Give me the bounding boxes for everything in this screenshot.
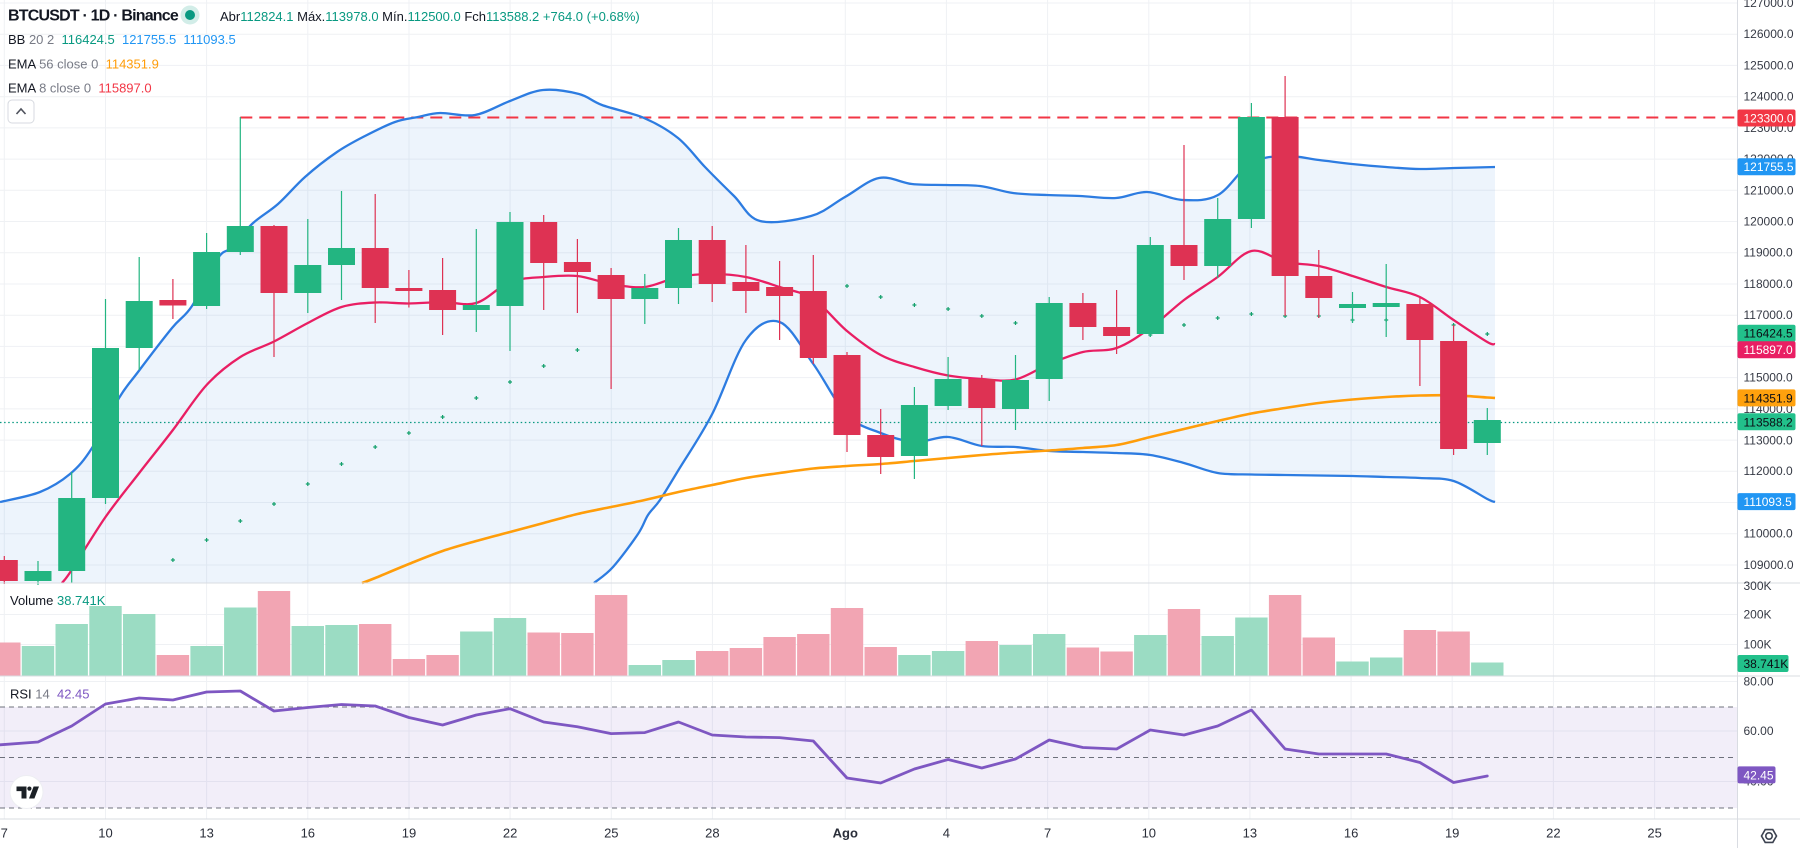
svg-text:120000.0: 120000.0 xyxy=(1744,215,1794,229)
svg-text:121755.5: 121755.5 xyxy=(1744,160,1794,174)
svg-text:121000.0: 121000.0 xyxy=(1744,183,1794,197)
svg-text:123300.0: 123300.0 xyxy=(1744,112,1794,126)
svg-text:25: 25 xyxy=(1647,826,1661,841)
svg-text:28: 28 xyxy=(705,826,719,841)
svg-text:13: 13 xyxy=(199,826,213,841)
svg-text:119000.0: 119000.0 xyxy=(1744,246,1793,260)
svg-text:100K: 100K xyxy=(1744,638,1772,652)
svg-text:112000.0: 112000.0 xyxy=(1744,464,1793,478)
svg-text:13: 13 xyxy=(1243,826,1257,841)
svg-text:25: 25 xyxy=(604,826,618,841)
svg-text:42.45: 42.45 xyxy=(1744,768,1774,782)
svg-text:127000.0: 127000.0 xyxy=(1744,0,1794,10)
svg-text:126000.0: 126000.0 xyxy=(1744,27,1794,41)
svg-text:7: 7 xyxy=(1,826,8,841)
svg-text:7: 7 xyxy=(1044,826,1051,841)
svg-text:60.00: 60.00 xyxy=(1744,724,1774,738)
svg-text:EMA 8 close 0 115897.0: EMA 8 close 0 115897.0 xyxy=(8,80,152,95)
svg-text:80.00: 80.00 xyxy=(1744,675,1774,689)
svg-text:22: 22 xyxy=(503,826,517,841)
svg-text:10: 10 xyxy=(98,826,112,841)
svg-text:115000.0: 115000.0 xyxy=(1744,371,1793,385)
svg-text:BB 20 2 116424.5 121755.5 1: BB 20 2 116424.5 121755.5 111093.5 xyxy=(8,32,236,47)
svg-text:200K: 200K xyxy=(1744,608,1772,622)
svg-text:19: 19 xyxy=(402,826,416,841)
svg-text:16: 16 xyxy=(1344,826,1358,841)
svg-text:116424.5: 116424.5 xyxy=(1744,327,1793,341)
svg-text:124000.0: 124000.0 xyxy=(1744,90,1794,104)
svg-text:109000.0: 109000.0 xyxy=(1744,558,1794,572)
svg-text:125000.0: 125000.0 xyxy=(1744,58,1794,72)
svg-text:22: 22 xyxy=(1546,826,1560,841)
svg-text:113588.2: 113588.2 xyxy=(1744,415,1793,429)
svg-text:117000.0: 117000.0 xyxy=(1744,308,1793,322)
svg-text:115897.0: 115897.0 xyxy=(1744,343,1793,357)
svg-text:19: 19 xyxy=(1445,826,1459,841)
svg-text:RSI 14 42.45: RSI 14 42.45 xyxy=(10,686,90,701)
svg-text:118000.0: 118000.0 xyxy=(1744,277,1793,291)
svg-text:114351.9: 114351.9 xyxy=(1744,391,1793,405)
svg-text:EMA 56 close 0 114351.9: EMA 56 close 0 114351.9 xyxy=(8,56,159,71)
svg-text:4: 4 xyxy=(943,826,950,841)
svg-text:111093.5: 111093.5 xyxy=(1744,495,1793,509)
svg-text:110000.0: 110000.0 xyxy=(1744,527,1793,541)
svg-text:10: 10 xyxy=(1142,826,1156,841)
svg-text:113000.0: 113000.0 xyxy=(1744,434,1793,448)
svg-text:300K: 300K xyxy=(1744,579,1772,593)
svg-text:Ago: Ago xyxy=(833,826,858,841)
svg-text:38.741K: 38.741K xyxy=(1744,657,1789,671)
svg-text:Volume 38.741K: Volume 38.741K xyxy=(10,593,106,608)
svg-text:Abr112824.1 Máx.113978.0 Mín.1: Abr112824.1 Máx.113978.0 Mín.112500.0 Fc… xyxy=(220,9,640,24)
svg-text:BTCUSDT · 1D · Binance: BTCUSDT · 1D · Binance xyxy=(8,8,179,25)
svg-text:16: 16 xyxy=(301,826,315,841)
